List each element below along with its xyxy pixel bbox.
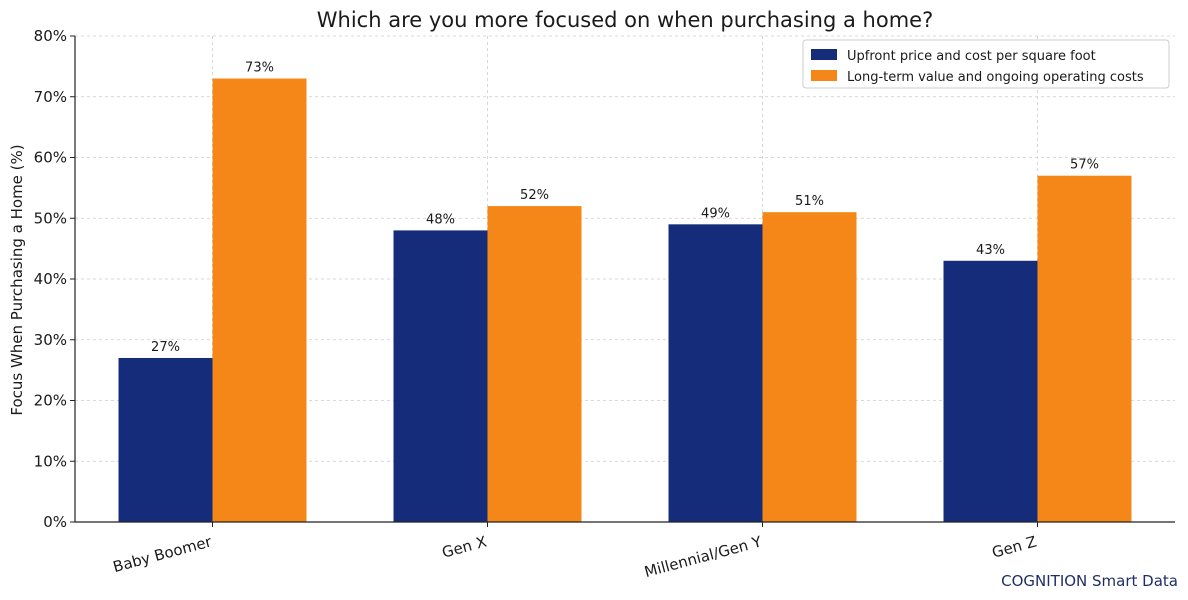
- bar-upfront-1: [393, 230, 488, 522]
- x-tick-label: Millennial/Gen Y: [642, 532, 764, 581]
- data-label: 52%: [520, 188, 549, 203]
- bar-long-term-1: [487, 206, 582, 522]
- chart-title: Which are you more focused on when purch…: [317, 8, 933, 32]
- y-tick-label: 70%: [34, 88, 67, 106]
- x-tick-label: Gen Z: [990, 532, 1039, 561]
- x-tick-label: Gen X: [440, 532, 489, 561]
- y-tick-label: 40%: [34, 270, 67, 288]
- bar-upfront-0: [118, 357, 213, 522]
- data-label: 51%: [795, 194, 824, 209]
- y-tick-label: 10%: [34, 452, 67, 470]
- legend: Upfront price and cost per square foot Lo…: [802, 39, 1170, 89]
- bar-long-term-3: [1037, 175, 1132, 522]
- source-credit: COGNITION Smart Data: [1001, 572, 1178, 590]
- data-label: 48%: [426, 212, 455, 227]
- data-label: 73%: [245, 61, 274, 76]
- data-label: 57%: [1070, 158, 1099, 173]
- data-label: 43%: [976, 243, 1005, 258]
- y-tick-label: 20%: [34, 392, 67, 410]
- y-axis-label: Focus When Purchasing a Home (%): [8, 144, 26, 415]
- bar-upfront-2: [668, 224, 763, 522]
- data-label: 27%: [151, 340, 180, 355]
- legend-swatch: [811, 49, 837, 60]
- bar-long-term-2: [762, 212, 857, 523]
- data-label: 49%: [701, 206, 730, 221]
- x-tick-label: Baby Boomer: [111, 532, 214, 576]
- bar-long-term-0: [212, 78, 307, 523]
- bar-upfront-3: [943, 260, 1038, 522]
- bars: [118, 78, 1132, 523]
- y-tick-label: 50%: [34, 209, 67, 227]
- legend-label: Long-term value and ongoing operating co…: [847, 70, 1144, 85]
- y-tick-label: 80%: [34, 27, 67, 45]
- data-labels: 27% 73% 48% 52% 49% 51% 43% 57%: [151, 61, 1099, 355]
- y-tick-label: 60%: [34, 149, 67, 167]
- y-tick-label: 30%: [34, 331, 67, 349]
- legend-box: [802, 39, 1170, 89]
- legend-swatch: [811, 70, 837, 81]
- y-tick-label: 0%: [43, 513, 67, 531]
- legend-label: Upfront price and cost per square foot: [847, 49, 1096, 64]
